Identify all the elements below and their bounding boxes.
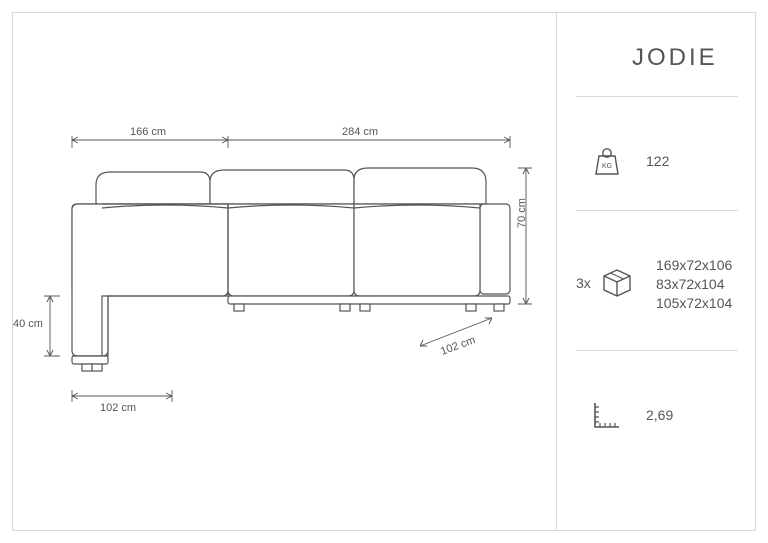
spec-boxes: 169x72x106 83x72x104 105x72x104	[600, 256, 732, 313]
box-dim-2: 83x72x104	[656, 275, 732, 294]
dim-height-right: 70 cm	[516, 198, 528, 228]
box-icon	[600, 264, 634, 298]
sidebar-divider-2	[576, 210, 738, 211]
spec-volume: 2,69	[590, 398, 673, 432]
svg-text:KG: KG	[602, 163, 612, 170]
dim-height-left: 40 cm	[13, 318, 43, 330]
ruler-icon	[590, 398, 624, 432]
dim-bottom-left: 102 cm	[100, 402, 136, 414]
box-dim-3: 105x72x104	[656, 294, 732, 313]
vertical-divider	[556, 12, 557, 531]
sidebar-divider-1	[576, 96, 738, 97]
dim-top-right: 284 cm	[342, 126, 378, 138]
sofa-diagram	[32, 100, 532, 420]
box-dim-1: 169x72x106	[656, 256, 732, 275]
sidebar-divider-3	[576, 350, 738, 351]
volume-value: 2,69	[646, 406, 673, 425]
product-title: JODIE	[632, 44, 718, 72]
spec-weight: KG 122	[590, 144, 669, 178]
weight-icon: KG	[590, 144, 624, 178]
box-dimensions: 169x72x106 83x72x104 105x72x104	[656, 256, 732, 313]
dim-top-left: 166 cm	[130, 126, 166, 138]
weight-value: 122	[646, 152, 669, 171]
box-count: 3x	[576, 275, 591, 291]
